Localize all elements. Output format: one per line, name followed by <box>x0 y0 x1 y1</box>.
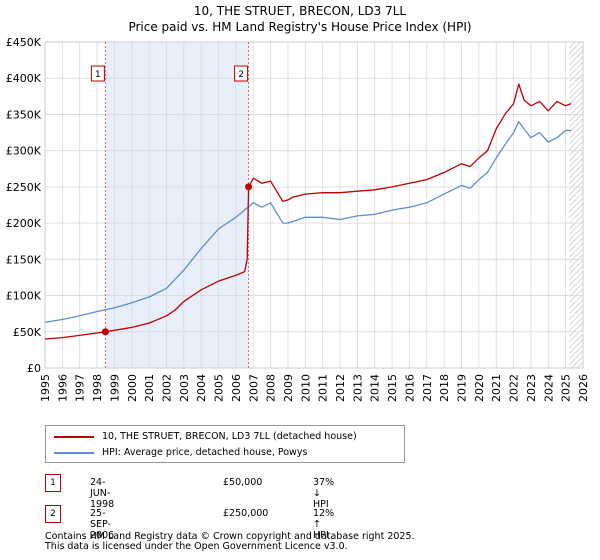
x-tick-label: 1998 <box>91 374 104 402</box>
chart-legend: 10, THE STRUET, BRECON, LD3 7LL (detache… <box>45 425 405 463</box>
y-tick-label: £450K <box>6 36 42 49</box>
y-tick-label: £250K <box>6 181 42 194</box>
transaction-point <box>245 183 253 191</box>
transaction-price: £50,000 <box>223 477 263 488</box>
x-tick-label: 2009 <box>282 374 295 402</box>
hpi-series-line <box>44 121 571 324</box>
x-tick-label: 1997 <box>74 374 87 402</box>
transaction-hpi-diff: 12% ↑ HPI <box>313 508 335 541</box>
transaction-label-box <box>234 65 249 82</box>
chart-subtitle: Price paid vs. HM Land Registry's House … <box>128 20 472 34</box>
y-tick-label: £200K <box>6 217 42 230</box>
x-tick-label: 2005 <box>213 374 226 402</box>
x-tick-label: 2010 <box>299 374 312 402</box>
y-tick-label: £400K <box>6 72 42 85</box>
hatched-region <box>569 42 583 368</box>
legend-swatch-price <box>54 436 94 438</box>
x-tick-label: 2000 <box>126 374 139 402</box>
y-tick-label: £350K <box>6 108 42 121</box>
x-tick-label: 2013 <box>351 374 364 402</box>
x-tick-label: 2006 <box>230 374 243 402</box>
x-tick-label: 2018 <box>438 374 451 402</box>
price-chart: £0 £50K £100K £150K £200K £250K £300K £350K £400… <box>6 36 590 402</box>
legend-label-hpi: HPI: Average price, detached house, Powy… <box>102 447 308 458</box>
x-tick-label: 1999 <box>108 374 121 402</box>
x-tick-label: 2017 <box>421 374 434 402</box>
x-tick-label: 2004 <box>195 374 208 402</box>
plot-frame <box>44 41 584 369</box>
transaction-marker-box: 2 <box>45 505 61 523</box>
chart-title: 10, THE STRUET, BRECON, LD3 7LL <box>193 4 407 18</box>
price-series-line <box>44 83 572 340</box>
shaded-period <box>105 42 249 368</box>
y-tick-label: £150K <box>6 253 42 266</box>
legend-swatch-hpi <box>54 452 94 454</box>
transaction-label: 1 <box>95 70 101 80</box>
transaction-point <box>101 328 109 336</box>
footer-line-2: This data is licensed under the Open Gov… <box>45 541 348 552</box>
x-tick-label: 2001 <box>143 374 156 402</box>
y-tick-label: £0 <box>27 362 41 375</box>
x-tick-label: 1995 <box>39 374 52 402</box>
x-tick-label: 2021 <box>490 374 503 402</box>
transaction-label: 2 <box>238 70 244 80</box>
transaction-hpi-diff: 37% ↓ HPI <box>313 477 335 510</box>
x-tick-label: 2015 <box>386 374 399 402</box>
x-tick-label: 2002 <box>160 374 173 402</box>
footer-line-1: Contains HM Land Registry data © Crown c… <box>45 531 415 542</box>
x-tick-label: 2003 <box>178 374 191 402</box>
y-tick-label: £50K <box>13 326 42 339</box>
x-tick-label: 2023 <box>525 374 538 402</box>
x-tick-label: 2012 <box>334 374 347 402</box>
transaction-label-box <box>90 65 105 82</box>
x-tick-label: 2007 <box>247 374 260 402</box>
transaction-date: 24-JUN-1998 <box>90 477 115 510</box>
x-tick-label: 2019 <box>456 374 469 402</box>
x-tick-label: 2026 <box>577 374 590 402</box>
transaction-marker-box: 1 <box>45 474 61 492</box>
x-tick-label: 2024 <box>542 374 555 402</box>
footer: Contains HM Land Registry data © Crown c… <box>45 532 565 552</box>
x-tick-label: 1996 <box>56 374 69 402</box>
transaction-price: £250,000 <box>223 508 269 519</box>
x-tick-label: 2020 <box>473 374 486 402</box>
y-tick-label: £300K <box>6 145 42 158</box>
x-tick-label: 2022 <box>508 374 521 402</box>
y-tick-label: £100K <box>6 290 42 303</box>
x-tick-label: 2011 <box>317 374 330 402</box>
transaction-date: 25-SEP-2006 <box>90 508 115 541</box>
legend-label-price: 10, THE STRUET, BRECON, LD3 7LL (detache… <box>102 431 357 442</box>
x-tick-label: 2008 <box>265 374 278 402</box>
x-tick-label: 2016 <box>403 374 416 402</box>
x-tick-label: 2014 <box>369 374 382 402</box>
x-tick-label: 2025 <box>560 374 573 402</box>
